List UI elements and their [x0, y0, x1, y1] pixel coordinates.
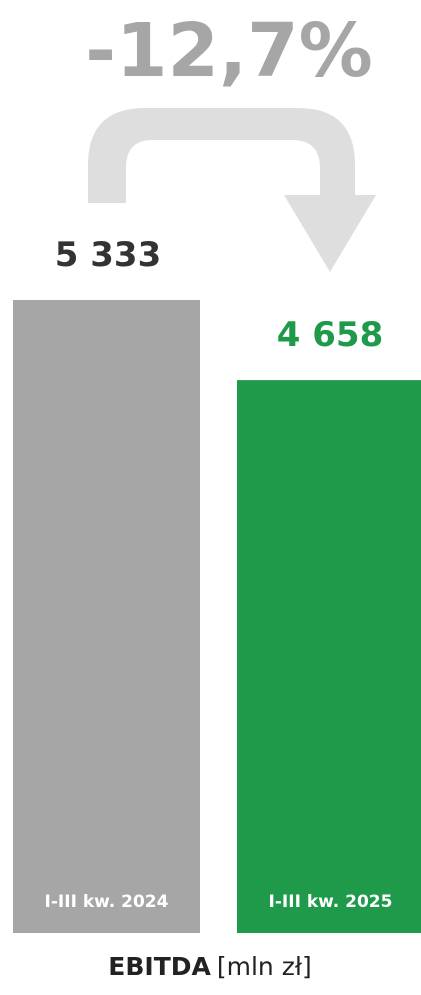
category-label-1: I-III kw. 2024	[45, 892, 169, 912]
caption-unit: [mln zł]	[217, 952, 312, 981]
bars-group: 5 333 I-III kw. 2024 4 658 I-III kw. 2025	[13, 235, 421, 933]
value-label-1: 5 333	[55, 235, 161, 275]
caption-metric: EBITDA	[108, 952, 211, 981]
category-label-2: I-III kw. 2025	[269, 892, 393, 912]
chart-caption: EBITDA [mln zł]	[108, 952, 311, 981]
bar-2	[237, 380, 421, 933]
bar-1	[13, 300, 200, 933]
value-label-2: 4 658	[277, 315, 383, 355]
change-percentage: -12,7%	[85, 8, 372, 94]
change-arrow-icon	[88, 108, 376, 272]
